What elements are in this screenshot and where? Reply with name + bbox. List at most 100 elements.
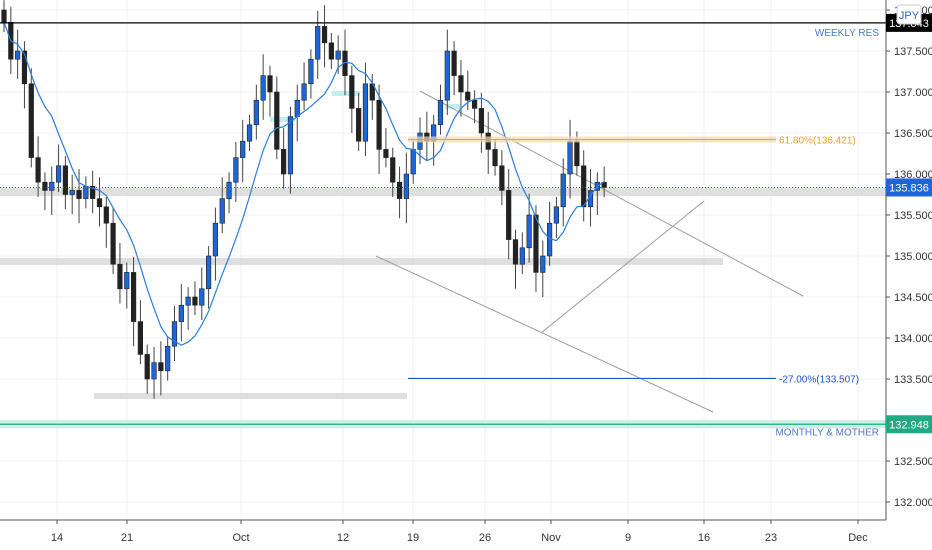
candle-body: [512, 239, 519, 265]
candle-body: [403, 173, 409, 199]
support-resistance-zones: [0, 91, 886, 399]
candle-body: [178, 304, 184, 322]
candle-body: [560, 173, 566, 208]
last-price-tag-label: 135.836: [889, 182, 929, 194]
candle-body: [158, 362, 164, 372]
candle-body: [281, 149, 287, 175]
price-tick-label: 132.000: [894, 497, 932, 509]
candle-body: [49, 181, 55, 191]
candle-body: [130, 272, 137, 322]
candle-body: [226, 181, 232, 199]
price-levels: WEEKLY RES MONTHLY & MOTHER: [0, 22, 886, 438]
time-tick-label: 26: [479, 532, 491, 544]
candle-body: [390, 157, 396, 183]
candle-body: [199, 288, 205, 306]
candle-body: [55, 165, 62, 183]
candle-body: [410, 149, 416, 175]
candle-body: [437, 99, 444, 126]
candle-body: [96, 198, 103, 208]
candle-body: [21, 50, 28, 85]
candle-body: [444, 50, 450, 101]
price-tick-label: 134.500: [894, 292, 932, 304]
time-tick-label: Nov: [541, 532, 561, 544]
moving-average-line: [3, 22, 605, 346]
candle-body: [76, 190, 82, 199]
candle-body: [301, 83, 307, 101]
candle-body: [335, 50, 341, 60]
candle-body: [356, 108, 362, 142]
price-tick-label: 136.000: [894, 169, 932, 181]
candle-body: [308, 58, 314, 85]
candle-body: [321, 26, 328, 44]
candle-body: [1, 9, 7, 23]
candle-body: [144, 354, 150, 380]
candle-body: [396, 181, 403, 199]
time-tick-label: 16: [698, 532, 710, 544]
candle-body: [28, 83, 34, 158]
time-tick-label: 19: [407, 532, 419, 544]
candle-body: [581, 165, 587, 208]
currency-badge-label: JPY: [899, 10, 920, 22]
candle-body: [499, 165, 505, 191]
price-tick-label: 135.500: [894, 210, 932, 222]
sr-zone: [0, 188, 886, 196]
candle-body: [519, 247, 525, 265]
candle-body: [260, 75, 266, 101]
last-price-tag: [886, 178, 932, 197]
candle-body: [90, 186, 96, 199]
candle-body: [206, 255, 212, 290]
candle-body: [69, 190, 75, 195]
candle-body: [35, 157, 41, 183]
price-tick-label: 132.500: [894, 456, 932, 468]
candle-body: [349, 75, 355, 109]
candle-body: [62, 165, 68, 195]
time-tick-label: 9: [625, 532, 631, 544]
candle-body: [137, 321, 144, 355]
sr-zone: [94, 393, 407, 399]
candle-body: [574, 140, 580, 167]
price-tick-label: 133.500: [894, 374, 932, 386]
price-tick-label: 137.000: [894, 87, 932, 99]
trend-line: [540, 200, 705, 334]
candle-body: [103, 206, 109, 224]
currency-badge[interactable]: JPY: [896, 4, 922, 25]
candle-body: [212, 222, 219, 257]
candle-body: [506, 190, 512, 240]
candle-body: [253, 99, 259, 126]
price-axis[interactable]: 132.000132.500133.000133.500134.000134.5…: [885, 0, 932, 520]
candle-body: [553, 206, 560, 224]
price-tick-label: 137.500: [894, 46, 932, 58]
time-axis[interactable]: 14 21 Oct 12 19 26 Nov 9 16 23 Dec: [0, 519, 886, 544]
time-tick-label: 14: [51, 532, 63, 544]
candle-body: [151, 362, 157, 380]
top-highlight: [332, 91, 360, 96]
time-tick-label: 23: [765, 532, 777, 544]
time-tick-label: 12: [337, 532, 349, 544]
candle-body: [533, 214, 539, 273]
top-highlight: [270, 117, 295, 122]
level-price-tag: [886, 415, 932, 434]
candle-body: [492, 149, 498, 167]
fib-label: -27.00%(133.507): [779, 374, 859, 385]
candle-body: [110, 222, 116, 265]
candle-body: [478, 108, 485, 134]
candle-body: [287, 116, 294, 175]
candle-body: [328, 42, 334, 60]
candle-body: [567, 140, 573, 175]
top-highlight: [445, 104, 460, 109]
candle-body: [233, 157, 239, 183]
candle-body: [294, 99, 300, 117]
fibonacci-levels: 61.80%(136.421) -27.00%(133.507): [408, 135, 859, 385]
candle-body: [124, 272, 130, 290]
trend-line: [375, 255, 714, 413]
candle-body: [219, 198, 225, 224]
candle-body: [117, 263, 123, 290]
candle-body: [540, 255, 546, 273]
candle-body: [376, 99, 382, 150]
candle-body: [465, 91, 471, 101]
candle-body: [274, 91, 280, 150]
candle-body: [458, 75, 464, 93]
level-price-tag-label: 132.948: [889, 419, 929, 431]
